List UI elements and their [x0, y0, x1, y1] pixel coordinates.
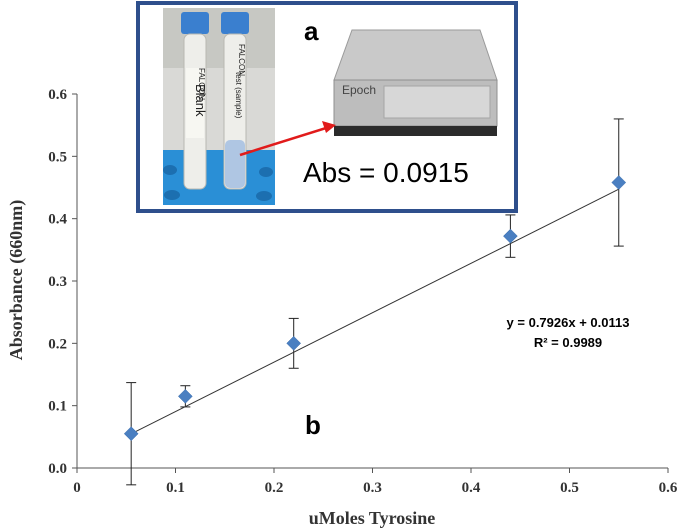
y-tick-label: 0.1 [48, 399, 67, 415]
panel-a-label: a [304, 16, 319, 46]
tube-cap-right [221, 12, 249, 34]
tube-label-area-left [186, 68, 204, 138]
x-axis-title: uMoles Tyrosine [309, 508, 436, 528]
y-tick-label: 0.3 [48, 274, 67, 290]
plate-reader-device: Epoch [333, 29, 498, 136]
tube-liquid-right [225, 140, 245, 188]
inset-panel: FALCON Blank FALCON test (sample) a Epoc… [136, 1, 518, 213]
rack-hole [164, 190, 180, 200]
trendline-layer [130, 188, 619, 435]
device-base [334, 126, 497, 136]
data-point [611, 175, 627, 190]
red-arrow-line [239, 126, 327, 157]
rack-hole [259, 167, 273, 177]
device-panel [383, 85, 491, 119]
r-squared-label: R² = 0.9989 [534, 335, 602, 350]
photo-shade [163, 8, 275, 68]
data-point [503, 228, 518, 244]
x-tick-label: 0.5 [560, 480, 579, 496]
y-tick-label: 0.0 [48, 461, 67, 477]
points-layer [123, 175, 627, 442]
tube-brand-left: FALCON [197, 68, 206, 100]
tube-cap-left [181, 12, 209, 34]
rack-hole [256, 191, 272, 201]
device-brand: Epoch [342, 83, 376, 97]
y-tick-label: 0.5 [48, 149, 67, 165]
tube-brand-right: FALCON [237, 44, 246, 76]
rack-hole [163, 165, 177, 175]
trendline-equation: y = 0.7926x + 0.0113 [507, 315, 630, 330]
red-arrow-head [322, 121, 336, 133]
y-tick-label: 0.6 [48, 87, 67, 103]
panel-b-label: b [305, 410, 321, 440]
x-tick-label: 0 [73, 480, 81, 496]
x-tick-label: 0.6 [659, 480, 678, 496]
trendline [130, 188, 619, 435]
data-point [123, 426, 139, 442]
x-tick-label: 0.2 [265, 480, 284, 496]
ticks-layer: 0.0 0.1 0.2 0.3 0.4 0.5 0.6 0 0.1 0.2 0.3 0.4 0.5 0.6 [48, 87, 678, 496]
data-point [177, 388, 193, 404]
x-tick-label: 0.1 [166, 480, 185, 496]
tube-label-right: test (sample) [234, 72, 243, 119]
tube-label-left: Blank [193, 84, 208, 117]
tubes-photo: FALCON Blank FALCON test (sample) [163, 8, 275, 205]
absorbance-reading: Abs = 0.0915 [303, 157, 469, 188]
data-point [286, 335, 302, 351]
y-axis-title: Absorbance (660nm) [6, 200, 27, 361]
y-tick-label: 0.4 [48, 212, 67, 228]
y-tick-label: 0.2 [48, 336, 67, 352]
x-tick-label: 0.3 [363, 480, 382, 496]
x-tick-label: 0.4 [462, 480, 481, 496]
device-top [333, 29, 498, 81]
